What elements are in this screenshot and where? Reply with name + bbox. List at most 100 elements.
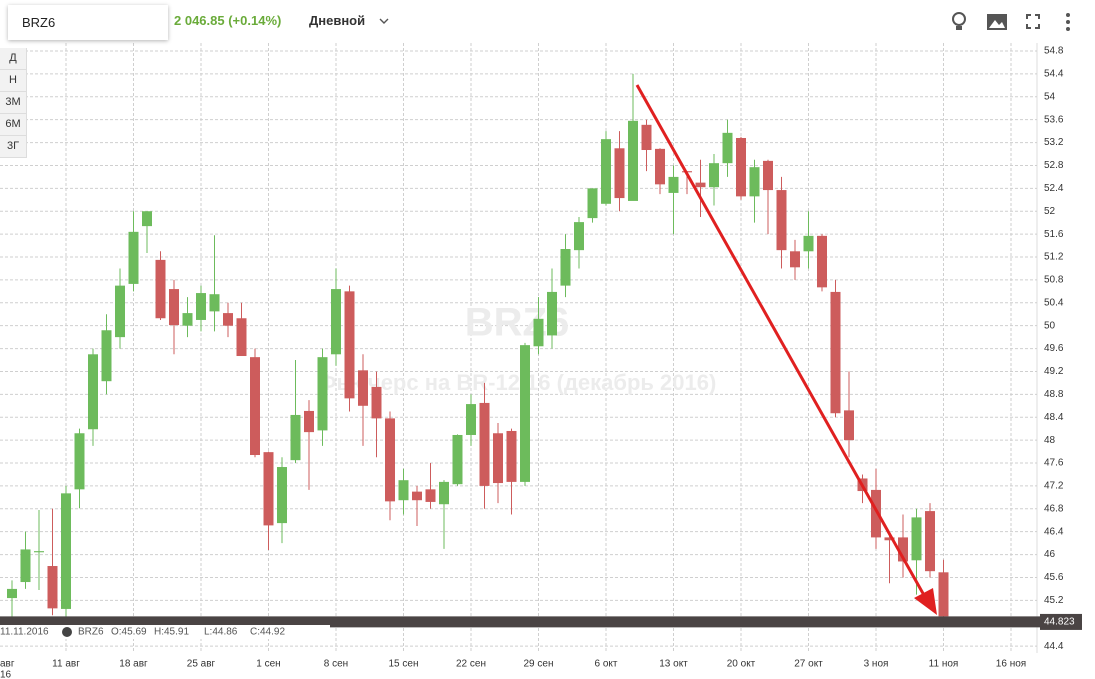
candle-body [601,139,611,204]
period-button[interactable]: 3М [0,92,27,114]
x-tick-label: 15 сен [389,659,419,670]
candle-body [169,289,179,326]
candle-body [290,414,301,461]
interval-select[interactable]: Дневной [309,13,366,28]
y-tick-label: 54.4 [1044,69,1064,80]
x-tick-label: 27 окт [794,659,823,670]
candle-body [7,588,17,599]
candle-body [425,489,436,502]
symbol-input[interactable]: BRZ6 [8,5,168,40]
candle-body [722,132,733,164]
info-high: H:45.91 [154,627,189,638]
watermark-subtitle: Фьючерс на BR-12.16 (декабрь 2016) [318,370,717,395]
idea-icon[interactable] [952,12,966,30]
last-price-box [1040,613,1082,630]
chevron[interactable] [378,16,390,26]
x-tick-label: 11 ноя [929,659,959,670]
y-tick-label: 46.4 [1044,526,1064,537]
candle-body [628,120,638,201]
candle-body [749,167,760,197]
x-tick-label: 8 сен [324,659,348,670]
arrow-shaft [635,84,927,598]
y-tick-label: 49.6 [1044,343,1064,354]
quote: 2 046.85 (+0.14%) [174,13,282,28]
image-icon[interactable] [987,14,1007,30]
candle-body [574,222,584,251]
candle-body [223,313,233,326]
y-tick-label: 54 [1044,91,1056,102]
candle-body [790,251,800,268]
candle-body [209,294,220,312]
info-date: 11.11.2016 [0,627,49,638]
candle-body [830,291,841,414]
candle-body [304,410,314,433]
x-tick-label: 20 окт [727,659,756,670]
candle-body [898,537,908,562]
candle-body [263,452,274,526]
candle-body [182,313,193,326]
x-cut-label: авг [0,659,15,670]
candle-body [506,430,517,482]
candle-body [884,537,895,541]
candle-body [911,517,922,561]
menu-icon[interactable] [1066,13,1070,31]
y-tick-label: 48.8 [1044,389,1064,400]
period-button[interactable]: 3Г [0,136,27,158]
y-tick-label: 47.6 [1044,458,1064,469]
candle-body [641,124,652,151]
fullscreen-icon[interactable] [1026,14,1040,29]
candle-body [277,467,287,524]
candle-body [61,493,71,609]
candle-body [236,318,247,357]
candle-body [614,148,625,199]
candle-body [938,572,949,617]
candle-body [128,231,139,284]
info-low: L:44.86 [204,627,238,638]
candle-body [709,163,719,188]
candle-body [776,190,787,251]
candle-body [695,182,706,188]
x-tick-label: 18 авг [119,659,148,670]
candle-body [817,235,827,288]
x-tick-label: 11 авг [52,659,80,670]
y-tick-label: 50.8 [1044,275,1064,286]
candle-body [520,345,530,482]
toolbar-icons [952,12,1070,31]
x-tick-label: 6 окт [595,659,618,670]
y-tick-label: 54.8 [1044,46,1064,57]
period-button[interactable]: Н [0,70,27,92]
candle-body [763,160,773,191]
y-tick-label: 46.8 [1044,503,1064,514]
y-tick-label: 45.6 [1044,572,1064,583]
candle-body [74,433,85,490]
y-tick-label: 45.2 [1044,595,1064,606]
candle-body [371,386,382,419]
candles [7,73,949,621]
x-tick-label: 16 ноя [996,659,1026,670]
period-button[interactable]: 6М [0,114,27,136]
candle-body [412,491,422,501]
y-tick-label: 49.2 [1044,366,1064,377]
candle-body [115,285,125,338]
toolbar: BRZ6 2 046.85 (+0.14%) Дневной [0,0,1095,44]
y-tick-label: 46 [1044,549,1056,560]
candle-body [398,480,409,501]
candle-body [668,176,679,193]
candle-body [925,511,935,572]
last-price-label: 44.823 [1044,617,1075,628]
candle-body [88,354,98,430]
y-tick-label: 53.6 [1044,114,1064,125]
x-tick-label: 22 сен [456,659,486,670]
arrow-head [914,588,937,615]
candle-body [736,137,746,197]
x-tick-label: 3 ноя [864,659,889,670]
y-tick-label: 52.8 [1044,160,1064,171]
y-tick-label: 44.4 [1044,641,1064,652]
y-tick-label: 51.2 [1044,252,1064,263]
period-button[interactable]: Д [0,48,27,70]
x-tick-label: 25 авг [187,659,216,670]
candle-body [439,481,449,505]
y-tick-label: 51.6 [1044,229,1064,240]
info-dot [62,627,72,637]
